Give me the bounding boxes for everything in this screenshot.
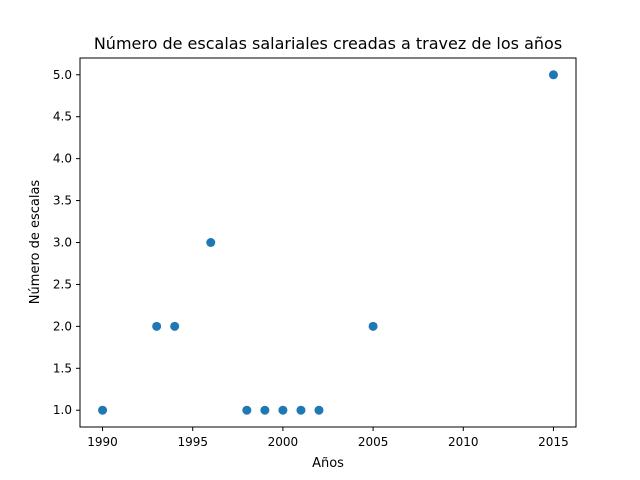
x-tick-label: 2015 <box>538 435 569 449</box>
data-point <box>170 321 180 331</box>
y-tick-label: 3.5 <box>53 194 72 208</box>
x-tick-label: 2010 <box>448 435 479 449</box>
y-tick-label: 2.5 <box>53 277 72 291</box>
plot-frame <box>79 57 577 428</box>
data-point <box>152 321 162 331</box>
y-tick-label: 2.0 <box>53 319 72 333</box>
data-point <box>206 238 216 247</box>
y-tick-label: 1.5 <box>53 361 72 375</box>
data-point <box>296 405 306 415</box>
x-tick-label: 2000 <box>268 435 299 449</box>
y-tick-label: 1.0 <box>53 403 72 417</box>
data-point <box>98 405 108 415</box>
plot-area <box>80 58 576 427</box>
data-point <box>278 405 288 415</box>
chart-title: Número de escalas salariales creadas a t… <box>94 34 562 53</box>
y-tick-label: 3.0 <box>53 236 72 250</box>
y-tick-label: 4.5 <box>53 110 72 124</box>
y-tick-label: 5.0 <box>53 68 72 82</box>
data-point <box>368 321 378 331</box>
x-tick-label: 2005 <box>358 435 389 449</box>
x-tick-label: 1990 <box>87 435 118 449</box>
x-tick-label: 1995 <box>177 435 208 449</box>
data-point <box>548 70 558 80</box>
y-axis: 1.0 1.5 2.0 2.5 3.0 3.5 4.0 4.5 5.0 <box>53 68 80 417</box>
x-axis-label: Años <box>312 456 344 471</box>
y-tick-label: 4.0 <box>53 152 72 166</box>
data-point <box>314 405 324 415</box>
x-axis: 1990 1995 2000 2005 2010 2015 <box>87 427 569 449</box>
data-point <box>260 405 270 415</box>
data-points <box>98 70 558 415</box>
y-axis-label: Número de escalas <box>28 180 43 305</box>
data-point <box>242 405 252 415</box>
